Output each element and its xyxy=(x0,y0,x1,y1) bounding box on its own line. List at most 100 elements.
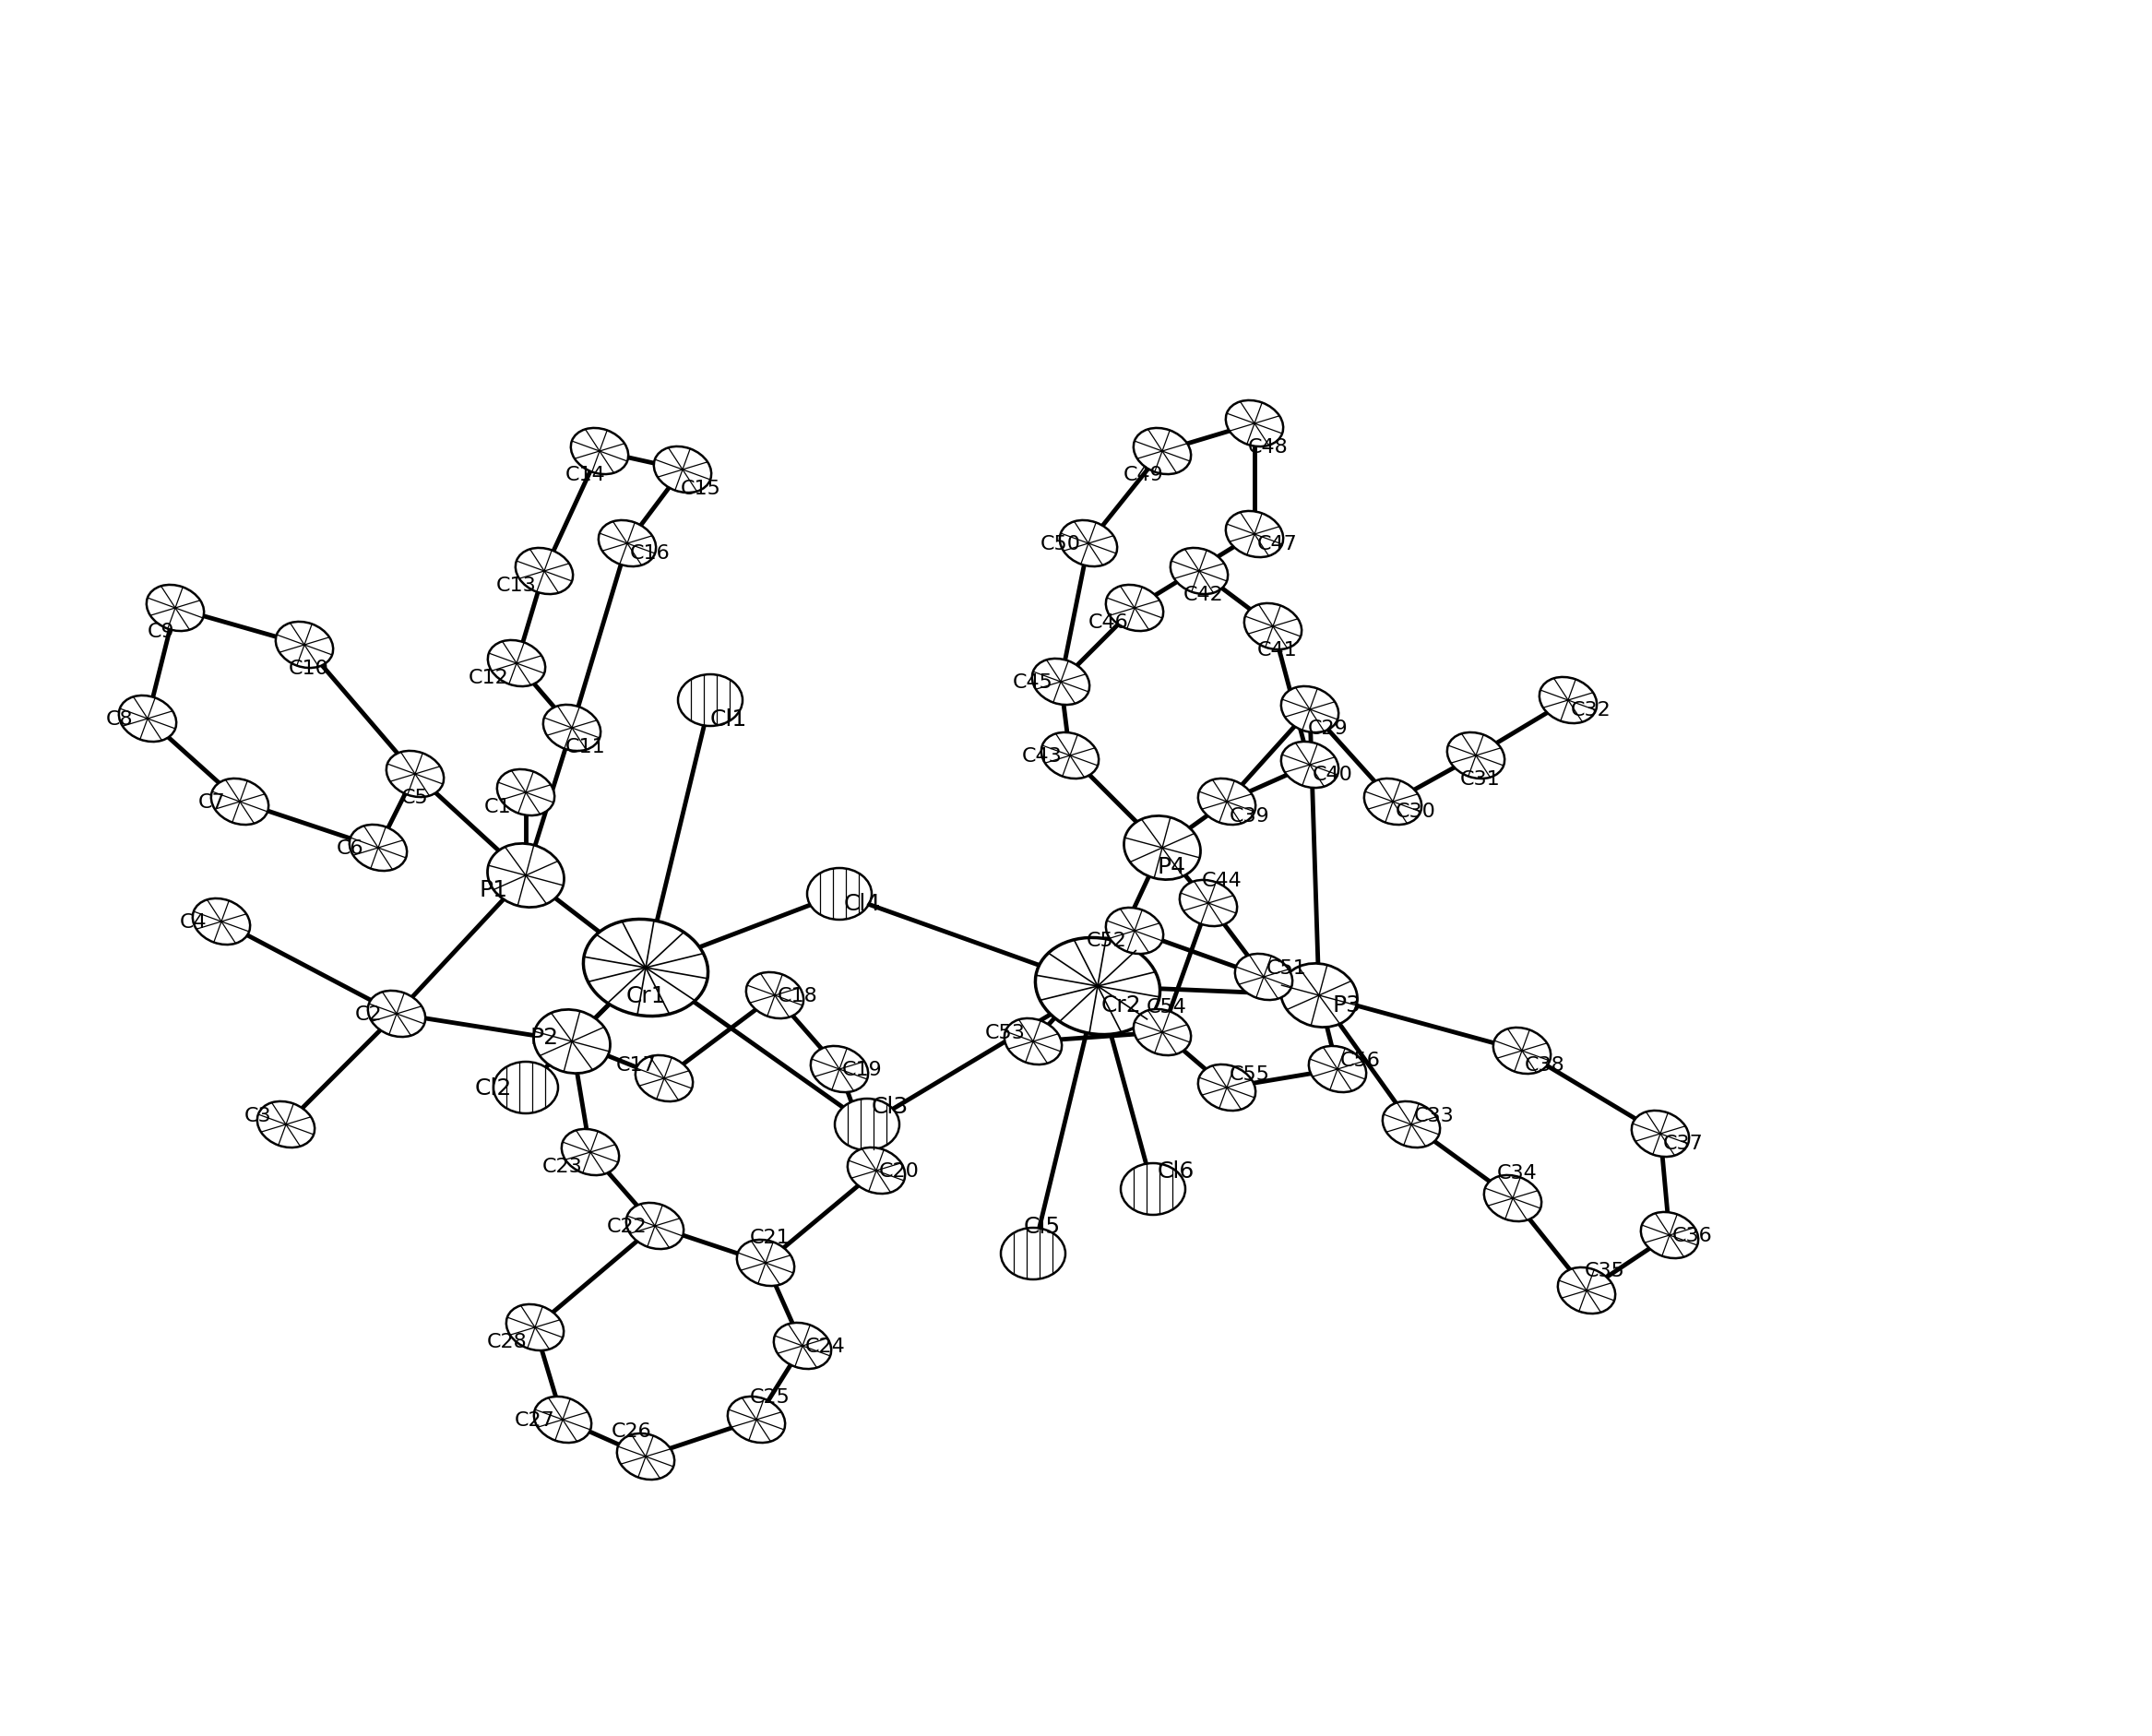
Text: Cl6: Cl6 xyxy=(1158,1160,1194,1182)
Text: C51: C51 xyxy=(1268,958,1306,977)
Text: C32: C32 xyxy=(1571,701,1612,719)
Ellipse shape xyxy=(1001,1227,1065,1279)
Text: P4: P4 xyxy=(1158,856,1186,878)
Text: C50: C50 xyxy=(1039,535,1080,554)
Text: C14: C14 xyxy=(566,465,607,484)
Text: C25: C25 xyxy=(751,1387,790,1406)
Text: C17: C17 xyxy=(615,1055,656,1075)
Ellipse shape xyxy=(1280,741,1339,788)
Text: C21: C21 xyxy=(751,1227,790,1246)
Text: Cr2: Cr2 xyxy=(1100,993,1141,1016)
Ellipse shape xyxy=(275,621,334,668)
Text: C28: C28 xyxy=(486,1332,527,1351)
Text: C13: C13 xyxy=(497,576,536,595)
Text: C39: C39 xyxy=(1229,807,1270,825)
Text: C18: C18 xyxy=(777,986,818,1005)
Ellipse shape xyxy=(678,675,742,726)
Ellipse shape xyxy=(118,696,176,743)
Text: Cl1: Cl1 xyxy=(710,708,747,731)
Ellipse shape xyxy=(1280,687,1339,733)
Text: C55: C55 xyxy=(1229,1064,1270,1083)
Ellipse shape xyxy=(1123,816,1201,880)
Ellipse shape xyxy=(387,752,443,797)
Ellipse shape xyxy=(258,1102,314,1147)
Text: C4: C4 xyxy=(181,913,207,930)
Ellipse shape xyxy=(146,585,204,632)
Ellipse shape xyxy=(654,448,712,493)
Text: C42: C42 xyxy=(1184,585,1224,604)
Ellipse shape xyxy=(1235,955,1293,1000)
Text: C5: C5 xyxy=(402,788,428,807)
Ellipse shape xyxy=(562,1130,620,1175)
Ellipse shape xyxy=(1179,880,1237,927)
Text: C40: C40 xyxy=(1313,766,1354,783)
Ellipse shape xyxy=(1035,937,1160,1035)
Ellipse shape xyxy=(1033,660,1089,705)
Ellipse shape xyxy=(598,521,656,568)
Text: C2: C2 xyxy=(355,1005,383,1023)
Ellipse shape xyxy=(1227,512,1283,557)
Text: C53: C53 xyxy=(986,1023,1027,1042)
Text: P1: P1 xyxy=(480,878,508,901)
Text: C54: C54 xyxy=(1147,998,1188,1016)
Text: C33: C33 xyxy=(1414,1106,1455,1125)
Ellipse shape xyxy=(1493,1028,1552,1075)
Ellipse shape xyxy=(1446,733,1504,779)
Text: C16: C16 xyxy=(631,543,671,562)
Text: C49: C49 xyxy=(1123,465,1164,484)
Text: C36: C36 xyxy=(1672,1226,1713,1245)
Text: Cl2: Cl2 xyxy=(476,1076,512,1099)
Ellipse shape xyxy=(489,641,544,687)
Ellipse shape xyxy=(570,429,628,476)
Text: C9: C9 xyxy=(148,621,174,641)
Text: C31: C31 xyxy=(1461,769,1500,788)
Ellipse shape xyxy=(1059,521,1117,568)
Ellipse shape xyxy=(1042,733,1100,779)
Ellipse shape xyxy=(747,972,803,1019)
Text: C6: C6 xyxy=(338,838,364,858)
Text: C35: C35 xyxy=(1584,1262,1625,1279)
Text: C30: C30 xyxy=(1397,802,1435,821)
Text: C45: C45 xyxy=(1014,674,1052,691)
Ellipse shape xyxy=(1280,963,1358,1028)
Ellipse shape xyxy=(534,1010,611,1073)
Ellipse shape xyxy=(542,705,600,752)
Ellipse shape xyxy=(497,769,555,816)
Text: C19: C19 xyxy=(841,1061,882,1078)
Ellipse shape xyxy=(626,1203,684,1250)
Ellipse shape xyxy=(211,779,269,825)
Ellipse shape xyxy=(807,868,872,920)
Ellipse shape xyxy=(368,991,426,1036)
Ellipse shape xyxy=(349,825,407,871)
Text: C26: C26 xyxy=(611,1422,652,1441)
Text: Cl4: Cl4 xyxy=(844,892,880,915)
Ellipse shape xyxy=(534,1397,592,1443)
Text: Cl5: Cl5 xyxy=(1024,1215,1061,1238)
Text: C22: C22 xyxy=(607,1217,648,1236)
Ellipse shape xyxy=(506,1304,564,1351)
Ellipse shape xyxy=(1244,604,1302,649)
Ellipse shape xyxy=(1640,1212,1698,1259)
Ellipse shape xyxy=(1227,401,1283,448)
Text: C1: C1 xyxy=(484,797,512,816)
Ellipse shape xyxy=(1308,1047,1367,1092)
Ellipse shape xyxy=(1539,677,1597,724)
Ellipse shape xyxy=(1558,1267,1616,1314)
Text: C52: C52 xyxy=(1087,930,1128,950)
Text: C46: C46 xyxy=(1089,613,1130,632)
Text: C48: C48 xyxy=(1248,437,1289,457)
Text: C38: C38 xyxy=(1526,1055,1565,1075)
Ellipse shape xyxy=(848,1147,906,1194)
Text: P3: P3 xyxy=(1332,993,1360,1016)
Ellipse shape xyxy=(1005,1019,1061,1064)
Text: Cr1: Cr1 xyxy=(626,984,665,1007)
Ellipse shape xyxy=(618,1434,674,1479)
Ellipse shape xyxy=(727,1397,785,1443)
Text: C3: C3 xyxy=(245,1106,271,1125)
Ellipse shape xyxy=(1485,1175,1541,1222)
Ellipse shape xyxy=(1631,1111,1689,1158)
Ellipse shape xyxy=(583,920,708,1017)
Text: C7: C7 xyxy=(198,793,226,811)
Ellipse shape xyxy=(1121,1163,1186,1215)
Text: C8: C8 xyxy=(105,710,133,729)
